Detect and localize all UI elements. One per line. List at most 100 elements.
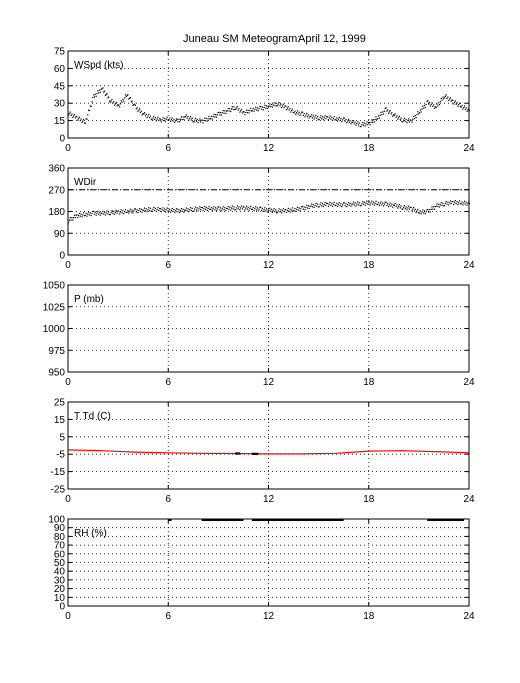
data-point bbox=[111, 210, 113, 212]
data-point bbox=[406, 209, 408, 211]
data-point bbox=[117, 210, 119, 212]
data-point bbox=[327, 202, 329, 204]
data-point bbox=[78, 116, 81, 118]
data-point bbox=[70, 114, 72, 116]
data-point bbox=[278, 102, 280, 104]
data-point bbox=[104, 214, 106, 216]
data-point bbox=[232, 208, 234, 210]
data-point bbox=[304, 116, 306, 118]
data-point bbox=[81, 216, 83, 218]
data-point bbox=[134, 208, 136, 210]
data-point bbox=[141, 114, 143, 116]
data-point bbox=[144, 210, 147, 212]
data-point bbox=[441, 99, 443, 101]
data-point bbox=[195, 117, 197, 119]
data-point bbox=[215, 207, 217, 209]
data-point bbox=[173, 209, 175, 211]
data-point bbox=[152, 117, 154, 119]
data-point bbox=[317, 115, 319, 118]
data-point bbox=[93, 213, 96, 215]
data-point bbox=[311, 117, 314, 119]
data-point bbox=[416, 114, 418, 116]
data-point bbox=[440, 97, 442, 99]
data-point bbox=[231, 205, 233, 207]
data-point bbox=[441, 204, 443, 206]
data-point bbox=[186, 210, 188, 212]
data-point bbox=[206, 209, 208, 211]
data-point bbox=[84, 214, 86, 217]
data-point bbox=[221, 112, 223, 114]
data-point bbox=[218, 206, 220, 208]
data-point bbox=[366, 200, 368, 202]
data-point bbox=[230, 207, 233, 209]
data-point bbox=[195, 120, 197, 122]
data-point bbox=[285, 209, 287, 211]
y-tick-label: 75 bbox=[54, 47, 66, 58]
data-point bbox=[305, 114, 307, 116]
data-point bbox=[149, 207, 152, 209]
data-point bbox=[347, 120, 349, 122]
y-tick-label: 60 bbox=[54, 64, 66, 75]
data-point bbox=[332, 203, 334, 205]
data-point bbox=[277, 210, 279, 212]
data-point bbox=[156, 118, 158, 120]
y-tick-label: 1000 bbox=[43, 324, 66, 335]
data-point bbox=[245, 207, 247, 209]
data-point bbox=[321, 118, 323, 120]
data-point bbox=[264, 104, 266, 106]
data-point bbox=[223, 112, 225, 114]
data-point bbox=[383, 203, 385, 205]
data-point bbox=[453, 103, 455, 105]
data-point bbox=[177, 121, 179, 123]
data-point bbox=[408, 121, 410, 123]
data-point bbox=[426, 101, 428, 103]
y-tick-label: -5 bbox=[56, 450, 65, 461]
data-point bbox=[344, 205, 346, 207]
data-point bbox=[387, 109, 389, 111]
x-tick-label: 12 bbox=[263, 494, 275, 505]
data-point bbox=[347, 202, 350, 204]
data-point bbox=[301, 111, 304, 113]
data-point bbox=[295, 113, 297, 115]
data-point bbox=[234, 109, 236, 111]
data-point bbox=[414, 208, 416, 210]
data-point bbox=[167, 210, 169, 212]
data-point bbox=[139, 208, 141, 210]
data-point bbox=[342, 119, 344, 121]
data-point bbox=[207, 118, 209, 120]
data-point bbox=[73, 217, 75, 219]
data-point bbox=[115, 209, 117, 211]
data-point bbox=[299, 210, 301, 212]
data-point bbox=[418, 113, 420, 115]
data-point bbox=[193, 210, 195, 212]
data-point bbox=[122, 98, 124, 100]
data-point bbox=[112, 212, 114, 214]
data-point bbox=[381, 204, 383, 206]
data-point bbox=[200, 121, 202, 123]
data-point bbox=[455, 203, 457, 205]
x-tick-label: 24 bbox=[463, 494, 475, 505]
data-point bbox=[306, 204, 308, 206]
data-point bbox=[322, 205, 324, 208]
data-point bbox=[347, 204, 349, 206]
data-point bbox=[339, 205, 341, 207]
data-point bbox=[197, 210, 199, 212]
data-point bbox=[446, 97, 448, 99]
data-point bbox=[126, 94, 128, 97]
data-point bbox=[287, 207, 289, 209]
data-point bbox=[418, 112, 421, 114]
data-point bbox=[68, 114, 70, 116]
data-point bbox=[134, 104, 136, 106]
data-point bbox=[87, 213, 89, 215]
data-point bbox=[223, 209, 225, 211]
data-point bbox=[367, 201, 370, 203]
data-point bbox=[297, 209, 299, 211]
data-point bbox=[163, 210, 165, 212]
data-point bbox=[262, 210, 264, 212]
data-point bbox=[337, 118, 339, 120]
data-point bbox=[270, 106, 272, 108]
data-point bbox=[249, 207, 251, 209]
data-point bbox=[417, 111, 419, 113]
data-point bbox=[244, 209, 246, 211]
data-point bbox=[357, 121, 359, 123]
